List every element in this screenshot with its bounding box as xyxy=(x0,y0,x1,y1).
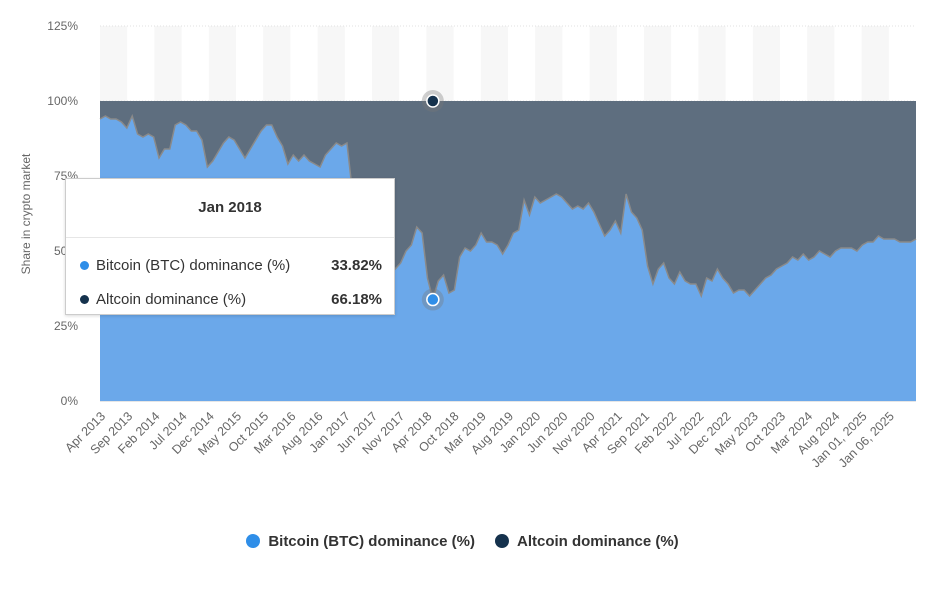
tooltip-alt-label: Altcoin dominance (%) xyxy=(96,290,247,308)
tooltip-alt-value: 66.18% xyxy=(331,290,382,308)
y-tick-label: 25% xyxy=(54,319,78,333)
chart-legend: Bitcoin (BTC) dominance (%) Altcoin domi… xyxy=(0,528,925,554)
tooltip-separator xyxy=(66,237,394,238)
legend-btc-marker xyxy=(246,534,261,548)
legend-item-alt[interactable]: Altcoin dominance (%) xyxy=(494,532,679,550)
legend-btc-label: Bitcoin (BTC) dominance (%) xyxy=(268,532,475,550)
tooltip-btc-value: 33.82% xyxy=(331,256,382,274)
tooltip-title: Jan 2018 xyxy=(198,199,262,216)
tooltip-alt-dot xyxy=(80,294,89,304)
tooltip-row-alt: Altcoin dominance (%) 66.18% xyxy=(80,289,382,309)
y-axis-title: Share in crypto market xyxy=(19,153,33,274)
hover-markers xyxy=(421,90,444,311)
y-tick-label: 125% xyxy=(47,19,78,33)
y-tick-label: 0% xyxy=(61,394,79,408)
legend-alt-marker xyxy=(494,534,509,548)
bitcoin-hover-marker[interactable] xyxy=(426,292,440,307)
altcoin-hover-marker[interactable] xyxy=(426,94,440,108)
tooltip-btc-label: Bitcoin (BTC) dominance (%) xyxy=(96,256,291,274)
legend-alt-label: Altcoin dominance (%) xyxy=(516,532,679,550)
y-tick-label: 100% xyxy=(47,94,78,108)
tooltip-btc-dot xyxy=(80,260,89,270)
legend-item-btc[interactable]: Bitcoin (BTC) dominance (%) xyxy=(246,533,475,550)
bitcoin-dominance-line xyxy=(99,113,917,303)
tooltip-row-btc: Bitcoin (BTC) dominance (%) 33.82% xyxy=(80,255,382,275)
tooltip: Jan 2018 Bitcoin (BTC) dominance (%) 33.… xyxy=(65,178,395,315)
